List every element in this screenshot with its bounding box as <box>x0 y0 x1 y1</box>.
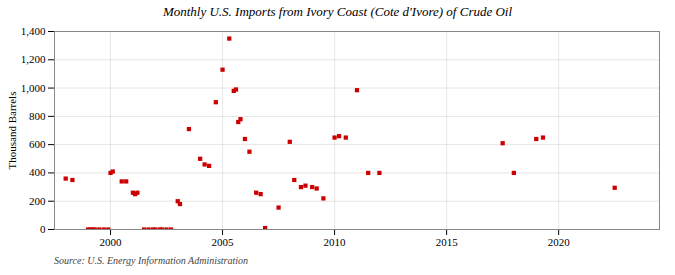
svg-text:0: 0 <box>40 223 46 235</box>
svg-text:Thousand Barrels: Thousand Barrels <box>6 92 18 170</box>
svg-text:1,200: 1,200 <box>21 53 46 65</box>
svg-text:600: 600 <box>29 138 46 150</box>
svg-text:800: 800 <box>29 110 46 122</box>
svg-text:1,000: 1,000 <box>21 82 46 94</box>
svg-text:2005: 2005 <box>212 236 235 248</box>
html-text:Source: U.S. Energy Informatio: Source: U.S. Energy Information Administ… <box>54 255 249 266</box>
html-text:Monthly U.S. Imports from Ivor: Monthly U.S. Imports from Ivory Coast (C… <box>162 4 513 19</box>
svg-text:2000: 2000 <box>100 236 123 248</box>
svg-text:200: 200 <box>29 195 46 207</box>
svg-text:2020: 2020 <box>548 236 571 248</box>
svg-text:2015: 2015 <box>436 236 459 248</box>
svg-text:2010: 2010 <box>324 236 347 248</box>
svg-text:400: 400 <box>29 166 46 178</box>
svg-text:1,400: 1,400 <box>21 25 46 37</box>
